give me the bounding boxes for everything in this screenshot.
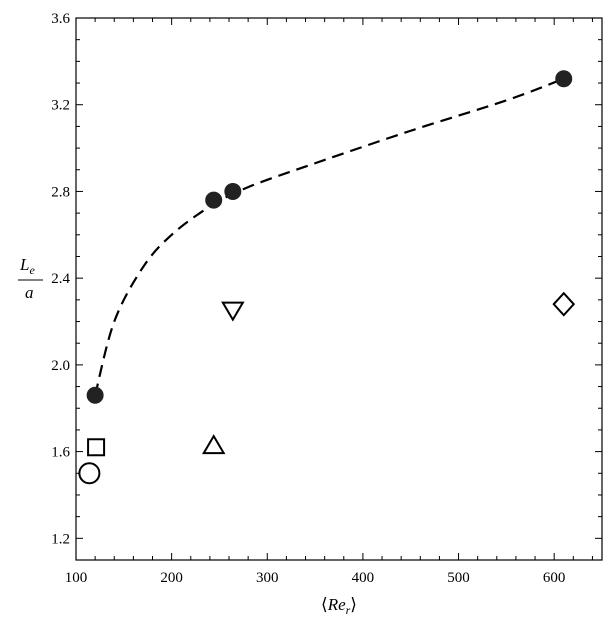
filled-circle-marker [86, 386, 104, 404]
x-axis-label: ⟨Rer⟩ [321, 595, 357, 617]
y-tick-label: 1.6 [51, 445, 70, 461]
y-tick-label: 2.0 [51, 358, 70, 374]
filled-circle-marker [224, 182, 242, 200]
x-tick-label: 600 [543, 570, 566, 586]
y-tick-label: 3.6 [51, 11, 70, 27]
y-tick-label: 1.2 [51, 531, 70, 547]
y-label-denominator: a [25, 283, 34, 302]
x-label-main: Re [327, 595, 346, 614]
filled-circle-marker [555, 70, 573, 88]
open-diamond-marker [552, 291, 576, 317]
data-markers [78, 70, 576, 485]
x-label-sub: r [346, 603, 351, 617]
x-tick-label: 200 [160, 570, 183, 586]
y-tick-label: 2.8 [51, 184, 70, 200]
y-tick-label: 3.2 [51, 98, 70, 114]
y-axis-label: Le a [18, 255, 43, 302]
open-square-marker [87, 438, 106, 457]
open-triangle-up-marker [201, 434, 226, 455]
open-circle-marker [78, 462, 101, 485]
filled-circle-marker [205, 191, 223, 209]
y-label-numerator: Le [19, 255, 35, 277]
axis-ticks [75, 17, 602, 560]
x-tick-label: 400 [352, 570, 375, 586]
x-label-right-bracket: ⟩ [350, 595, 357, 614]
plot-frame [75, 17, 603, 561]
x-tick-label: 300 [256, 570, 279, 586]
x-tick-label: 100 [65, 570, 88, 586]
y-label-numerator-sub: e [29, 263, 35, 277]
y-tick-label: 2.4 [51, 271, 70, 287]
x-label-left-bracket: ⟨ [321, 595, 328, 614]
open-triangle-down-marker [221, 301, 245, 322]
y-label-numerator-main: L [19, 255, 29, 274]
x-tick-label: 500 [447, 570, 470, 586]
axis-tick-labels: 100 200 300 400 500 600 1.2 1.6 2.0 2.4 2.8 3.2 3.6 [51, 11, 565, 586]
dashed-fit-line [94, 77, 565, 396]
